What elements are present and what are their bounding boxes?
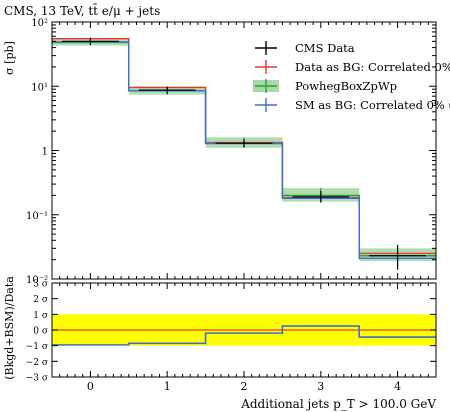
ratio-series-line [52,325,436,346]
legend-label: Data as BG: Correlated 0% [295,60,450,74]
y-tick-label: 10⁻¹ [26,211,48,222]
legend: CMS Data Data as BG: Correlated 0% PowhegB… [253,41,450,112]
y-tick-label: 10⁻² [26,275,48,286]
ratio-y-tick-label: 0 σ [33,327,48,337]
ratio-panel: 3 σ 2 σ 1 σ 0 σ −1 σ −2 σ −3 σ 0 1 2 3 4 [26,280,437,393]
chart-title: CMS, 13 TeV, tt̄ e/μ + jets [4,2,160,18]
series-line [52,41,436,259]
ratio-y-tick-label: −2 σ [26,358,48,368]
legend-label: CMS Data [295,41,355,55]
y-tick-label: 1 [42,147,48,158]
x-tick-label: 4 [394,380,401,393]
legend-label: SM as BG: Correlated 0% ( σ [295,98,450,112]
y-axis-label: σ [pb] [3,41,16,75]
x-tick-label: 0 [87,380,94,393]
legend-label: PowhegBoxZpWp [295,79,397,93]
x-tick-label: 1 [164,380,171,393]
ratio-y-tick-label: 1 σ [33,311,48,321]
x-tick-label: 2 [241,380,248,393]
ratio-y-tick-label: 3 σ [33,280,48,290]
ratio-y-axis-label: (Bkgd+BSM)/Data [3,276,16,380]
main-panel: 10² 10¹ 1 10⁻¹ 10⁻² [26,18,437,286]
x-tick-label: 3 [317,380,324,393]
ratio-y-tick-label: −3 σ [26,374,48,384]
x-axis-label: Additional jets p_T > 100.0 GeV [240,397,436,411]
ratio-y-tick-label: 2 σ [33,295,48,305]
y-tick-label: 10² [31,18,48,29]
series-line [52,41,436,257]
y-tick-label: 10¹ [31,82,48,93]
ratio-y-tick-label: −1 σ [26,342,48,352]
